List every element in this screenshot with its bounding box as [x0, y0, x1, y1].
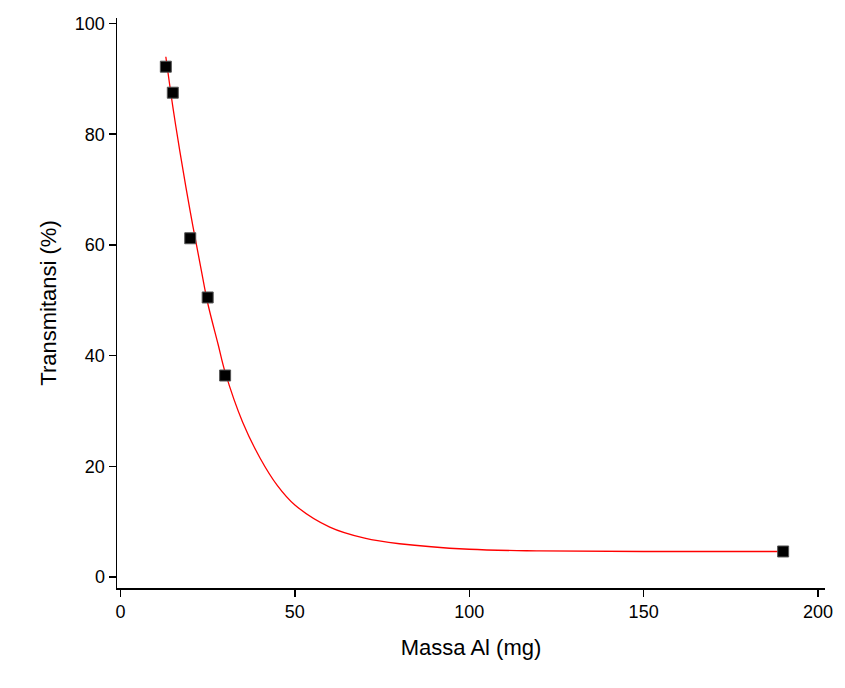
svg-text:200: 200 — [803, 602, 833, 622]
svg-text:50: 50 — [285, 602, 305, 622]
svg-text:0: 0 — [95, 567, 105, 587]
svg-text:Transmitansi (%): Transmitansi (%) — [36, 220, 61, 385]
svg-text:Massa Al (mg): Massa Al (mg) — [401, 635, 542, 660]
svg-text:80: 80 — [85, 125, 105, 145]
svg-text:0: 0 — [115, 602, 125, 622]
svg-text:150: 150 — [629, 602, 659, 622]
svg-text:40: 40 — [85, 346, 105, 366]
svg-text:100: 100 — [75, 14, 105, 34]
svg-text:100: 100 — [454, 602, 484, 622]
svg-text:60: 60 — [85, 235, 105, 255]
svg-text:20: 20 — [85, 457, 105, 477]
